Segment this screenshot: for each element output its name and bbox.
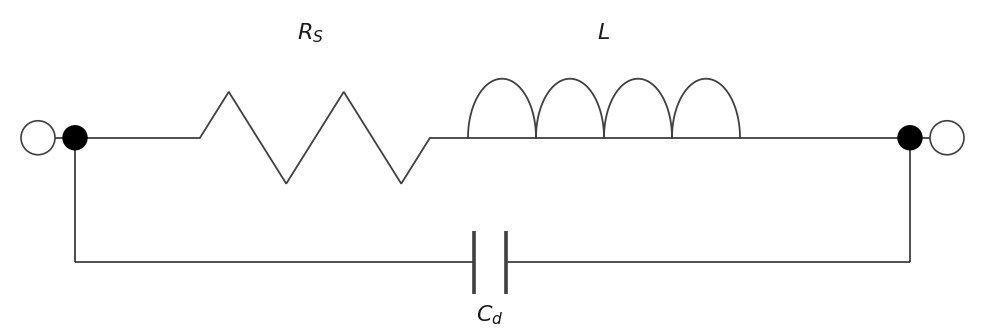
Text: $C_d$: $C_d$ [476, 303, 504, 327]
Ellipse shape [930, 121, 964, 155]
Ellipse shape [63, 126, 87, 150]
Ellipse shape [898, 126, 922, 150]
Text: $R_S$: $R_S$ [297, 21, 323, 45]
Ellipse shape [21, 121, 55, 155]
Text: $L$: $L$ [597, 23, 611, 43]
